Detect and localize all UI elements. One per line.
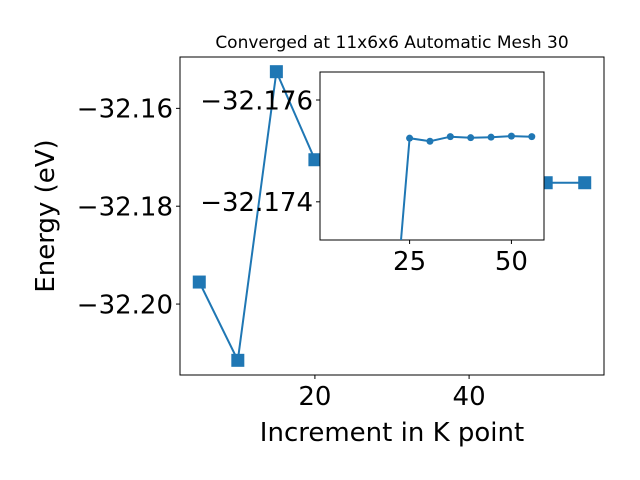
inset-data-point: [406, 134, 414, 142]
main-data-point: [578, 176, 592, 190]
inset-data-point: [426, 137, 434, 145]
main-y-tick-label: −32.18: [77, 193, 173, 223]
inset-data-point: [507, 132, 515, 140]
main-data-point: [308, 153, 322, 167]
chart-title: Converged at 11x6x6 Automatic Mesh 30: [215, 33, 568, 53]
main-data-point: [269, 65, 283, 79]
inset-y-tick-label: −32.174: [200, 188, 313, 218]
main-y-tick-label: −32.16: [77, 95, 173, 125]
inset-x-tick-label: 25: [393, 247, 426, 277]
inset-y-tick-label: −32.176: [200, 86, 313, 116]
main-data-point: [231, 353, 245, 367]
inset-plot: 25 50 −32.176 −32.174: [200, 71, 545, 384]
inset-x-tick-label: 50: [495, 247, 528, 277]
main-y-tick-label: −32.20: [77, 290, 173, 320]
main-data-point: [192, 275, 206, 289]
y-axis-label: Energy (eV): [31, 139, 61, 292]
inset-data-point: [467, 134, 475, 142]
inset-plot-frame: [319, 71, 545, 241]
main-x-tick-label: 20: [298, 382, 331, 412]
inset-data-point: [386, 377, 393, 384]
x-axis-label: Increment in K point: [260, 418, 524, 448]
inset-data-point: [528, 133, 536, 141]
inset-data-point: [487, 133, 495, 141]
main-x-tick-label: 40: [453, 382, 486, 412]
inset-data-point: [446, 133, 454, 141]
